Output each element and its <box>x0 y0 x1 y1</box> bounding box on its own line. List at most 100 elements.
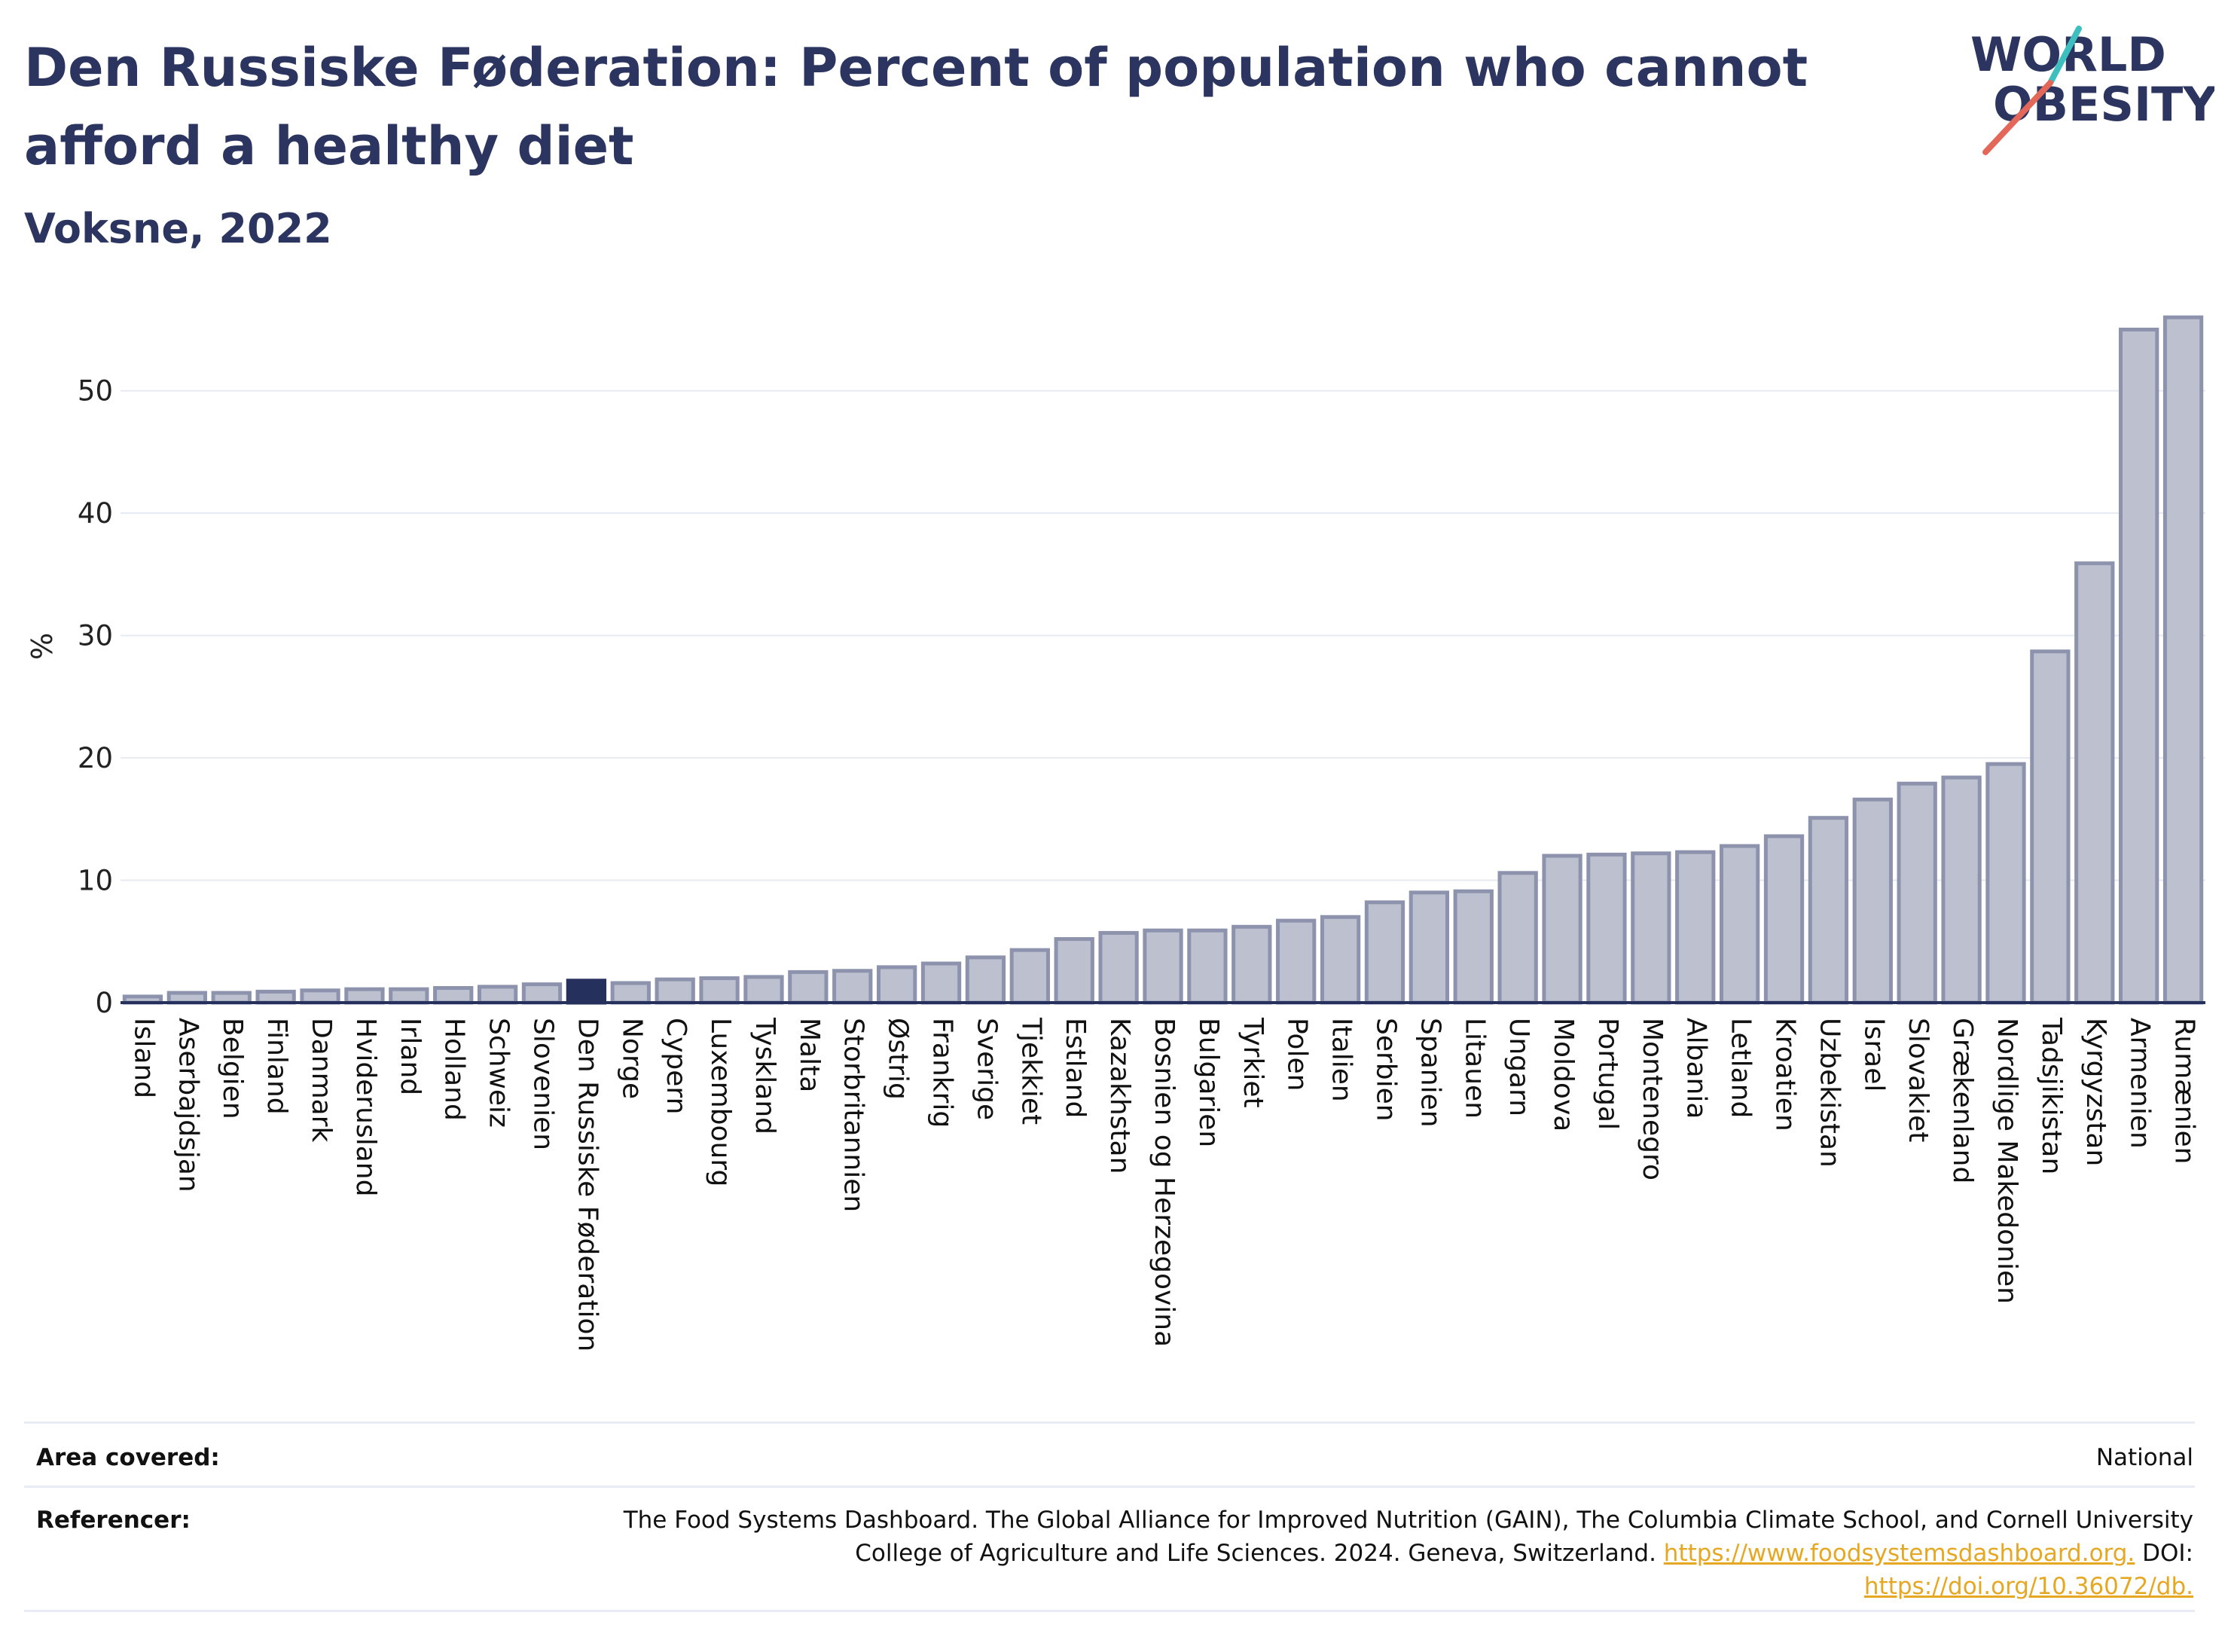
x-tick-label: Cypern <box>661 1018 691 1114</box>
chart-title: Den Russiske Føderation: Percent of popu… <box>24 37 1808 177</box>
logo-slash-red <box>1982 80 2053 155</box>
bar[interactable] <box>1808 816 1849 1005</box>
doi-link[interactable]: https://doi.org/10.36072/db. <box>1863 1573 2193 1600</box>
bar[interactable] <box>2119 327 2159 1005</box>
references-body: The Food Systems Dashboard. The Global A… <box>623 1507 2193 1567</box>
area-covered-label: Area covered: <box>36 1444 220 1471</box>
x-tick-label: Belgien <box>217 1018 248 1119</box>
x-tick-label: Tadsjikistan <box>2036 1017 2067 1174</box>
x-tick-label: Irland <box>395 1018 426 1095</box>
y-tick-label: 40 <box>78 497 113 530</box>
bar[interactable] <box>1187 928 1228 1005</box>
dashboard-link[interactable]: https://www.foodsystemsdashboard.org. <box>1663 1540 2135 1567</box>
x-tick-label: Tyrkiet <box>1238 1017 1268 1108</box>
x-tick-label: Aserbajdsjan <box>172 1018 203 1192</box>
logo-slash-teal <box>2047 26 2082 86</box>
x-tick-label: Norge <box>616 1018 647 1099</box>
bar[interactable] <box>1232 924 1272 1005</box>
bar[interactable] <box>1143 928 1183 1005</box>
x-tick-label: Sverige <box>971 1018 1002 1120</box>
bar[interactable] <box>1897 781 1937 1005</box>
chart-subtitle: Voksne, 2022 <box>24 205 332 252</box>
x-tick-label: Slovakiet <box>1903 1018 1933 1142</box>
x-tick-label: Luxembourg <box>705 1018 736 1186</box>
x-tick-label: Kazakhstan <box>1104 1018 1135 1174</box>
x-tick-label: Nordlige Makedonien <box>1991 1018 2022 1304</box>
bar[interactable] <box>2162 315 2204 1005</box>
bar[interactable] <box>1276 918 1317 1005</box>
bar[interactable] <box>876 965 917 1005</box>
x-tick-label: Holland <box>439 1018 470 1121</box>
x-tick-label: Serbien <box>1370 1018 1401 1122</box>
x-tick-label: Bosnien og Herzegovina <box>1149 1018 1180 1347</box>
bar[interactable] <box>1631 851 1671 1005</box>
area-covered-value: National <box>2095 1444 2193 1471</box>
bar[interactable] <box>610 981 651 1005</box>
bar[interactable] <box>389 987 429 1005</box>
y-tick-label: 10 <box>78 865 113 897</box>
x-tick-label: Letland <box>1726 1018 1756 1118</box>
y-axis-title: % <box>26 632 59 661</box>
x-tick-label: Grækenland <box>1947 1018 1978 1183</box>
bar[interactable] <box>1054 937 1094 1005</box>
bar[interactable] <box>2030 649 2071 1005</box>
bar[interactable] <box>1409 890 1450 1005</box>
x-tick-label: Malta <box>794 1018 825 1092</box>
x-tick-label: Albania <box>1681 1018 1712 1119</box>
bar[interactable] <box>1098 930 1139 1005</box>
x-tick-label: Uzbekistan <box>1814 1018 1845 1168</box>
bar[interactable] <box>1364 900 1405 1005</box>
bar[interactable] <box>965 955 1006 1005</box>
bar[interactable] <box>1763 834 1805 1005</box>
bar[interactable] <box>1941 775 1982 1005</box>
x-tick-label: Montenegro <box>1637 1018 1668 1180</box>
bar[interactable] <box>566 979 607 1005</box>
info-divider-top <box>24 1421 2195 1424</box>
bar[interactable] <box>1453 889 1494 1005</box>
bar[interactable] <box>1586 852 1627 1005</box>
y-tick-label: 0 <box>95 987 113 1019</box>
bar[interactable] <box>699 976 740 1005</box>
bar[interactable] <box>1009 948 1050 1005</box>
x-tick-label: Østrig <box>883 1018 914 1100</box>
info-divider-bottom <box>24 1610 2195 1612</box>
x-tick-label: Ungarn <box>1503 1018 1534 1116</box>
x-tick-label: Tyskland <box>749 1017 780 1134</box>
bar[interactable] <box>1985 762 2026 1005</box>
x-tick-label: Kyrgyzstan <box>2080 1018 2111 1166</box>
x-tick-label: Litauen <box>1459 1018 1490 1119</box>
bar[interactable] <box>433 986 474 1005</box>
bar[interactable] <box>920 961 962 1005</box>
bar[interactable] <box>255 989 296 1005</box>
bar[interactable] <box>1320 915 1361 1005</box>
x-tick-label: Rumænien <box>2169 1018 2200 1164</box>
x-tick-label: Storbritannien <box>838 1018 869 1212</box>
references-label: Referencer: <box>36 1507 191 1534</box>
bar[interactable] <box>1852 797 1893 1005</box>
bar[interactable] <box>1675 850 1716 1005</box>
bar[interactable] <box>1497 871 1538 1005</box>
bar[interactable] <box>832 969 873 1005</box>
bar[interactable] <box>743 975 784 1005</box>
x-tick-label: Frankrig <box>927 1018 958 1128</box>
x-tick-label: Den Russiske Føderation <box>572 1018 603 1351</box>
x-tick-label: Finland <box>261 1018 292 1115</box>
x-tick-label: Israel <box>1858 1018 1889 1092</box>
y-tick-label: 50 <box>78 375 113 408</box>
x-tick-label: Moldova <box>1548 1018 1579 1131</box>
bar-chart: 0 10 20 30 40 50 Island Aserbajdsjan Belgien Finl… <box>78 315 2205 1351</box>
world-obesity-logo: WORLD OBESITY <box>1970 26 2214 155</box>
bar[interactable] <box>477 985 518 1005</box>
bar[interactable] <box>788 970 829 1005</box>
bar[interactable] <box>1719 844 1760 1005</box>
bar[interactable] <box>1542 853 1582 1005</box>
bar[interactable] <box>655 977 695 1005</box>
x-tick-label: Kroatien <box>1770 1018 1801 1131</box>
bar[interactable] <box>300 988 340 1005</box>
bar[interactable] <box>344 987 385 1005</box>
x-tick-label: Island <box>128 1018 159 1098</box>
x-tick-label: Portugal <box>1592 1018 1623 1130</box>
bar[interactable] <box>521 982 563 1005</box>
bar[interactable] <box>2074 561 2115 1005</box>
x-tick-label: Danmark <box>306 1018 337 1143</box>
